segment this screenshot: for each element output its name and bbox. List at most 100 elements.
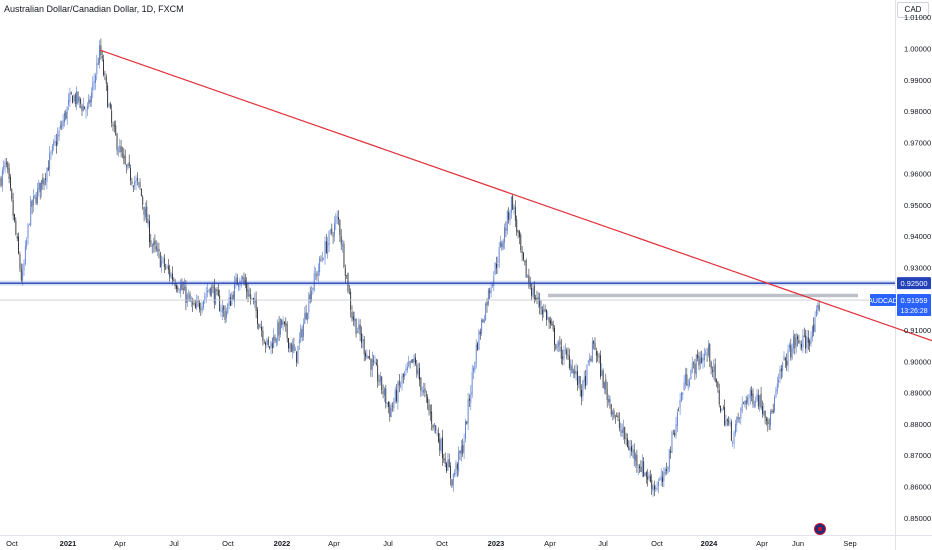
candle-body xyxy=(639,466,640,468)
candle-body xyxy=(211,286,212,297)
candle-body xyxy=(126,165,127,166)
candle-body xyxy=(527,276,528,278)
candle-body xyxy=(794,334,796,349)
time-axis: Oct 2021 Apr Jul Oct 2022 Apr Jul Oct 2023 Apr Jul O… xyxy=(6,539,857,548)
events-flag-icon[interactable] xyxy=(814,523,826,535)
candle-body xyxy=(469,398,470,401)
candle-body xyxy=(42,177,44,185)
candle-body xyxy=(384,388,385,396)
candle-body xyxy=(323,259,325,260)
candle-body xyxy=(624,426,626,439)
candle-body xyxy=(774,397,775,412)
candle-body xyxy=(112,124,114,126)
candle-body xyxy=(612,411,613,415)
time-tick-label: Oct xyxy=(222,539,235,548)
level-price-label: 0.92500 xyxy=(900,279,927,288)
candle-body xyxy=(708,344,709,356)
candle-body xyxy=(91,92,92,102)
candle-body xyxy=(702,358,704,362)
candle-body xyxy=(598,355,600,358)
candle-body xyxy=(620,428,622,430)
candle-body xyxy=(444,458,446,464)
price-tick-label: 1.00000 xyxy=(904,44,931,53)
candle-body xyxy=(674,433,676,436)
candle-body xyxy=(805,335,807,349)
candle-body xyxy=(358,324,360,330)
candle-body xyxy=(447,459,449,471)
candle-body xyxy=(415,357,416,364)
candle-body xyxy=(450,466,451,479)
candle-body xyxy=(625,438,627,440)
candle-body xyxy=(560,346,562,359)
candle-body xyxy=(574,370,576,374)
candle-body xyxy=(80,99,82,104)
candle-body xyxy=(208,289,210,291)
candle-body xyxy=(166,266,168,268)
candle-body xyxy=(192,303,194,305)
candle-body xyxy=(392,405,393,407)
candle-body xyxy=(485,303,487,321)
candle-body xyxy=(386,403,388,405)
time-tick-label: 2022 xyxy=(274,539,291,548)
price-tick-label: 0.98000 xyxy=(904,107,931,116)
time-tick-label: Apr xyxy=(756,539,768,548)
candle-body xyxy=(296,351,298,363)
candle-body xyxy=(547,317,549,319)
candle-body xyxy=(270,341,272,348)
candle-body xyxy=(236,277,238,285)
candle-body xyxy=(66,106,68,119)
candle-body xyxy=(764,410,766,419)
candle-body xyxy=(263,342,265,344)
candle-body xyxy=(401,376,403,385)
candle-body xyxy=(567,354,569,356)
trend-line xyxy=(99,49,932,342)
candle-body xyxy=(656,488,658,489)
candle-body xyxy=(408,362,410,366)
candle-body xyxy=(24,245,26,264)
candle-body xyxy=(583,377,585,382)
candle-body xyxy=(600,355,601,377)
candle-body xyxy=(546,310,547,320)
candle-body xyxy=(486,302,488,306)
candle-body xyxy=(459,450,461,453)
candle-body xyxy=(73,95,75,102)
candle-body xyxy=(375,362,377,366)
candle-body xyxy=(698,356,700,366)
candle-body xyxy=(369,356,370,359)
currency-label[interactable]: CAD xyxy=(897,2,929,18)
candle-body xyxy=(385,388,387,404)
price-tick-label: 0.90000 xyxy=(904,357,931,366)
time-tick-label: Apr xyxy=(328,539,340,548)
price-tick-label: 0.99000 xyxy=(904,76,931,85)
candle-body xyxy=(614,416,616,418)
candle-body xyxy=(782,362,784,371)
candle-body xyxy=(178,291,180,293)
candle-body xyxy=(790,344,792,358)
candle-body xyxy=(559,340,561,345)
candle-body xyxy=(786,360,788,366)
candle-body xyxy=(41,180,42,191)
candle-body xyxy=(99,45,100,63)
candle-body xyxy=(720,405,721,412)
candle-body xyxy=(448,459,450,468)
candle-body xyxy=(196,302,198,308)
candle-body xyxy=(519,231,520,237)
candle-body xyxy=(190,301,192,302)
candle-body xyxy=(539,298,541,307)
candle-body xyxy=(27,224,29,238)
candle-body xyxy=(209,288,211,295)
time-tick-label: Oct xyxy=(6,539,19,548)
time-tick-label: 2024 xyxy=(701,539,719,548)
candle-body xyxy=(811,326,813,338)
candle-body xyxy=(424,388,426,393)
candle-body xyxy=(699,358,701,364)
candle-body xyxy=(320,259,322,261)
candle-body xyxy=(573,369,574,374)
candle-body xyxy=(379,375,381,382)
candle-body xyxy=(303,323,304,337)
candle-body xyxy=(105,76,107,84)
candle-body xyxy=(490,287,492,294)
candle-body xyxy=(458,451,460,472)
candle-body xyxy=(500,242,501,248)
